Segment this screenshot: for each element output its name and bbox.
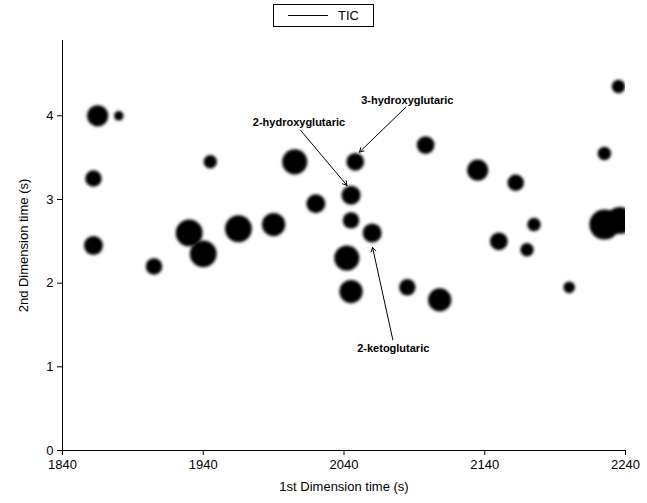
svg-text:1840: 1840 [48,457,77,472]
svg-text:2240: 2240 [611,457,640,472]
html-text:TIC: TIC [338,7,359,23]
svg-text:0: 0 [46,443,53,458]
svg-text:2: 2 [46,275,53,290]
svg-text:2nd Dimension time (s): 2nd Dimension time (s) [16,179,31,313]
svg-text:2040: 2040 [330,457,359,472]
svg-text:1st Dimension time (s): 1st Dimension time (s) [279,479,408,494]
svg-text:1940: 1940 [189,457,218,472]
svg-text:3: 3 [46,192,53,207]
svg-text:2-ketoglutaric: 2-ketoglutaric [357,342,429,354]
svg-text:1: 1 [46,359,53,374]
svg-text:2-hydroxyglutaric: 2-hydroxyglutaric [253,116,345,128]
svg-text:3-hydroxyglutaric: 3-hydroxyglutaric [361,94,453,106]
svg-text:2140: 2140 [470,457,499,472]
svg-text:4: 4 [46,108,53,123]
